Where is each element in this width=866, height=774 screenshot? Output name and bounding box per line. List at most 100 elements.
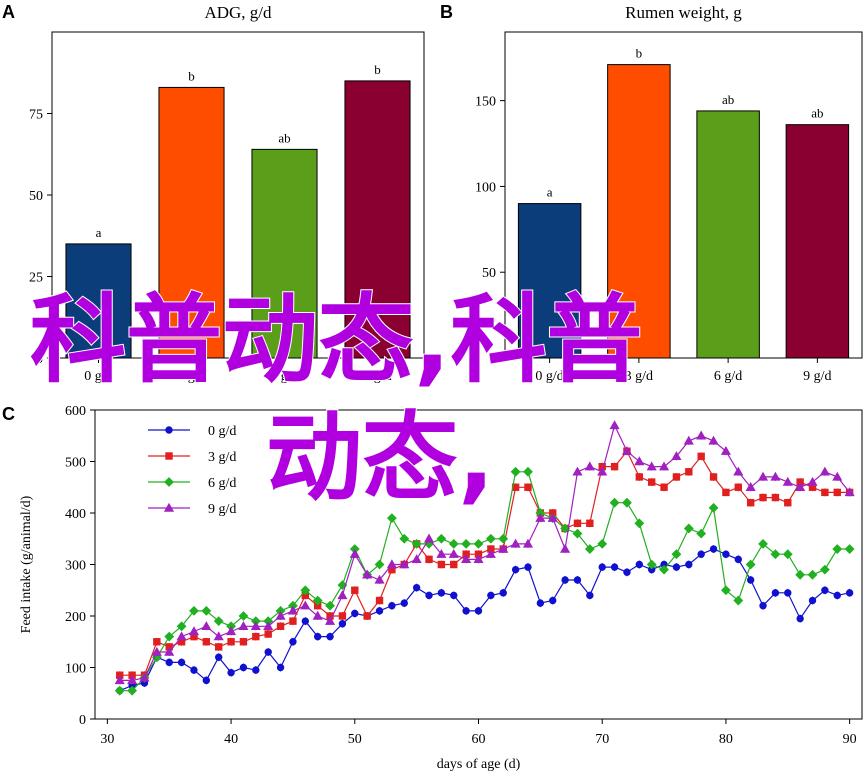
data-point-6gd bbox=[696, 528, 707, 539]
data-point-6gd bbox=[819, 564, 830, 575]
data-point-6gd bbox=[114, 685, 125, 696]
data-point-0gd bbox=[845, 589, 854, 597]
x-tick-label: 3 g/d bbox=[177, 369, 205, 384]
data-point-6gd bbox=[795, 569, 806, 580]
data-point-0gd bbox=[598, 563, 606, 571]
data-point-3gd bbox=[289, 617, 297, 625]
data-point-9gd bbox=[634, 456, 645, 466]
data-point-9gd bbox=[164, 646, 175, 656]
data-point-6gd bbox=[312, 595, 323, 606]
legend-label-9gd: 9 g/d bbox=[208, 502, 236, 517]
data-point-0gd bbox=[388, 602, 396, 610]
data-point-0gd bbox=[289, 638, 297, 646]
data-point-6gd bbox=[201, 605, 212, 616]
data-point-0gd bbox=[487, 591, 495, 600]
data-point-6gd bbox=[733, 595, 744, 606]
data-point-3gd bbox=[351, 586, 359, 594]
data-point-3gd bbox=[660, 483, 668, 491]
data-point-6gd bbox=[448, 538, 459, 549]
x-tick-label: 30 bbox=[100, 732, 114, 747]
data-point-6gd bbox=[683, 523, 694, 534]
data-point-0gd bbox=[734, 555, 742, 564]
data-point-9gd bbox=[349, 548, 360, 558]
data-point-9gd bbox=[671, 451, 682, 461]
data-point-9gd bbox=[609, 420, 620, 430]
data-point-9gd bbox=[287, 605, 298, 615]
panel-letter-A: A bbox=[2, 2, 15, 22]
y-tick-label: 100 bbox=[65, 662, 86, 677]
chart-title: Rumen weight, g bbox=[625, 3, 742, 22]
y-tick-label: 0 bbox=[79, 713, 86, 728]
legend-label-3gd: 3 g/d bbox=[208, 450, 236, 465]
data-point-9gd bbox=[733, 466, 744, 476]
data-point-9gd bbox=[807, 476, 818, 486]
data-point-9gd bbox=[510, 538, 521, 548]
watermark-line-2: 动态, bbox=[265, 402, 495, 514]
data-point-3gd bbox=[771, 493, 780, 502]
data-point-0gd bbox=[276, 663, 285, 672]
data-point-6gd bbox=[807, 569, 818, 580]
plot-frame bbox=[504, 31, 863, 359]
data-point-3gd bbox=[685, 468, 693, 476]
data-point-9gd bbox=[151, 646, 162, 656]
data-point-9gd bbox=[423, 533, 435, 543]
data-point-6gd bbox=[238, 611, 249, 621]
bar-0gd bbox=[517, 203, 582, 359]
data-point-0gd bbox=[450, 591, 458, 600]
data-point-3gd bbox=[697, 452, 705, 461]
data-point-6gd bbox=[325, 600, 335, 611]
data-point-0gd bbox=[474, 607, 483, 615]
data-point-9gd bbox=[362, 569, 373, 579]
data-point-6gd bbox=[560, 523, 571, 534]
legend-marker-9gd bbox=[163, 502, 175, 512]
data-point-0gd bbox=[177, 658, 186, 667]
bar-6gd bbox=[696, 110, 760, 359]
data-point-9gd bbox=[250, 621, 261, 630]
bar-significance-label: a bbox=[547, 185, 553, 200]
data-point-3gd bbox=[524, 483, 532, 491]
data-point-3gd bbox=[746, 499, 755, 507]
data-point-0gd bbox=[808, 596, 817, 605]
data-point-6gd bbox=[386, 513, 397, 524]
data-point-0gd bbox=[635, 560, 644, 569]
legend-label-6gd: 6 g/d bbox=[208, 476, 236, 491]
data-point-6gd bbox=[844, 544, 855, 554]
data-point-3gd bbox=[375, 596, 384, 605]
data-point-6gd bbox=[436, 533, 447, 544]
data-point-9gd bbox=[485, 548, 496, 558]
data-point-3gd bbox=[672, 473, 681, 481]
bar-significance-label: ab bbox=[278, 130, 290, 145]
data-point-3gd bbox=[635, 473, 644, 481]
data-point-6gd bbox=[300, 585, 311, 596]
data-point-9gd bbox=[312, 610, 323, 620]
panel-letter-C: C bbox=[2, 404, 15, 424]
data-point-9gd bbox=[226, 626, 237, 636]
data-point-9gd bbox=[522, 538, 534, 548]
data-point-9gd bbox=[275, 610, 286, 620]
x-tick-label: 6 g/d bbox=[270, 369, 298, 384]
data-point-0gd bbox=[326, 632, 334, 641]
data-point-9gd bbox=[386, 559, 397, 569]
data-point-3gd bbox=[239, 638, 248, 646]
data-point-3gd bbox=[709, 473, 718, 481]
data-point-9gd bbox=[498, 543, 509, 553]
data-point-9gd bbox=[263, 621, 274, 630]
panel-letter-B: B bbox=[440, 2, 453, 22]
data-point-3gd bbox=[833, 488, 841, 497]
data-point-3gd bbox=[784, 499, 792, 507]
y-tick-label: 0 bbox=[489, 352, 496, 367]
data-point-9gd bbox=[213, 631, 224, 641]
data-point-9gd bbox=[572, 466, 583, 476]
data-point-6gd bbox=[609, 497, 620, 508]
y-tick-label: 500 bbox=[65, 456, 86, 471]
series-line-0gd bbox=[119, 548, 850, 692]
data-point-6gd bbox=[597, 538, 608, 549]
data-point-6gd bbox=[634, 518, 645, 529]
x-tick-label: 9 g/d bbox=[803, 369, 831, 384]
data-point-9gd bbox=[535, 512, 546, 522]
data-point-0gd bbox=[313, 632, 322, 641]
data-point-9gd bbox=[795, 482, 806, 491]
data-point-6gd bbox=[622, 497, 632, 508]
bar-6gd bbox=[251, 148, 318, 359]
data-point-3gd bbox=[722, 488, 730, 497]
